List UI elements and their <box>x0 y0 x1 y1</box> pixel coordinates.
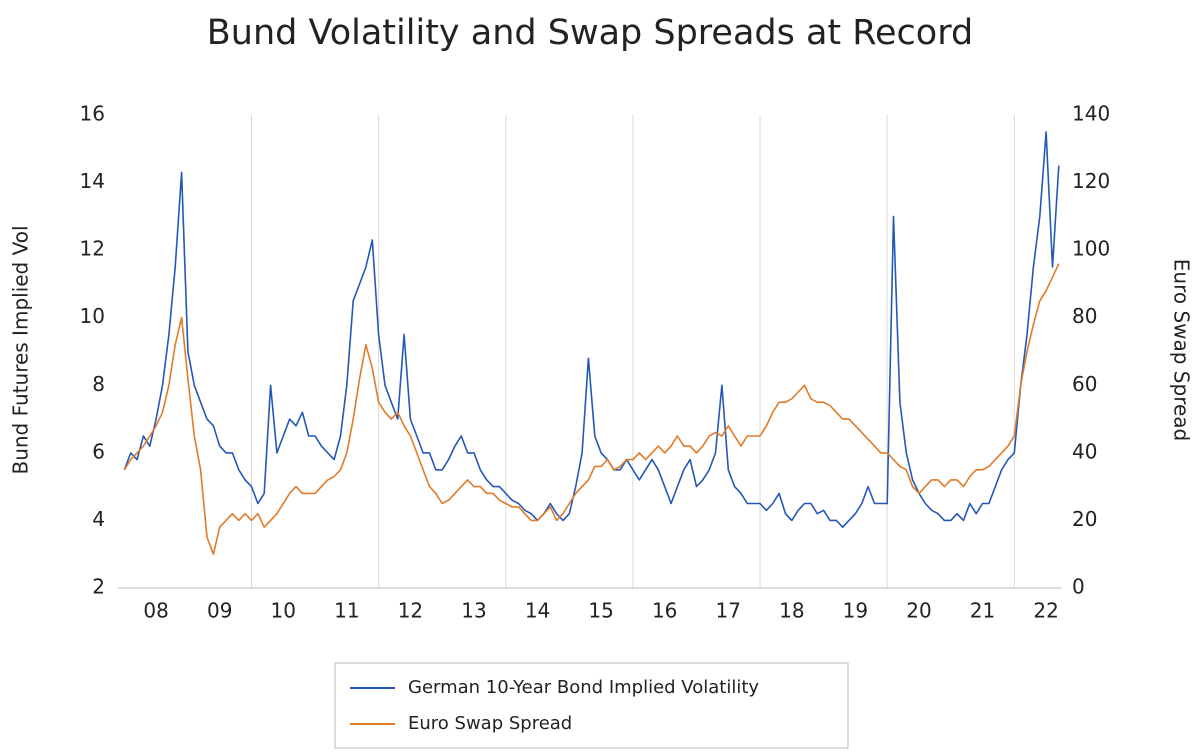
x-tick-label: 14 <box>525 599 550 623</box>
y-tick-label: 14 <box>80 169 105 193</box>
y2-tick-label: 20 <box>1072 507 1097 531</box>
legend-label: German 10-Year Bond Implied Volatility <box>408 677 759 698</box>
x-tick-label: 19 <box>843 599 868 623</box>
legend-label: Euro Swap Spread <box>408 713 572 734</box>
x-tick-label: 13 <box>461 599 486 623</box>
x-tick-label: 12 <box>398 599 423 623</box>
x-tick-label: 18 <box>779 599 804 623</box>
y-tick-label: 4 <box>92 507 105 531</box>
x-tick-label: 20 <box>906 599 931 623</box>
y2-tick-label: 40 <box>1072 439 1097 463</box>
x-tick-label: 17 <box>716 599 741 623</box>
y2-tick-label: 100 <box>1072 237 1110 261</box>
y-tick-label: 12 <box>80 237 105 261</box>
y-tick-label: 6 <box>92 439 105 463</box>
x-tick-label: 22 <box>1033 599 1058 623</box>
y2-tick-label: 80 <box>1072 304 1097 328</box>
y-tick-label: 16 <box>80 102 105 126</box>
series-line <box>123 131 1060 528</box>
x-tick-label: 11 <box>334 599 359 623</box>
y2-tick-label: 140 <box>1072 102 1110 126</box>
y-tick-label: 8 <box>92 372 105 396</box>
y-axis-label: Bund Futures Implied Vol <box>9 225 33 474</box>
y-tick-label: 10 <box>80 304 105 328</box>
y2-tick-label: 120 <box>1072 169 1110 193</box>
y2-axis-label: Euro Swap Spread <box>1170 259 1194 441</box>
x-tick-label: 15 <box>588 599 613 623</box>
y2-tick-label: 60 <box>1072 372 1097 396</box>
x-tick-label: 16 <box>652 599 677 623</box>
x-tick-label: 08 <box>143 599 168 623</box>
series-line <box>123 263 1060 555</box>
x-tick-label: 21 <box>970 599 995 623</box>
legend-box <box>334 662 849 749</box>
y-tick-label: 2 <box>92 575 105 599</box>
y2-tick-label: 0 <box>1072 575 1085 599</box>
x-tick-label: 10 <box>271 599 296 623</box>
chart-title: Bund Volatility and Swap Spreads at Reco… <box>207 13 973 53</box>
x-tick-label: 09 <box>207 599 232 623</box>
